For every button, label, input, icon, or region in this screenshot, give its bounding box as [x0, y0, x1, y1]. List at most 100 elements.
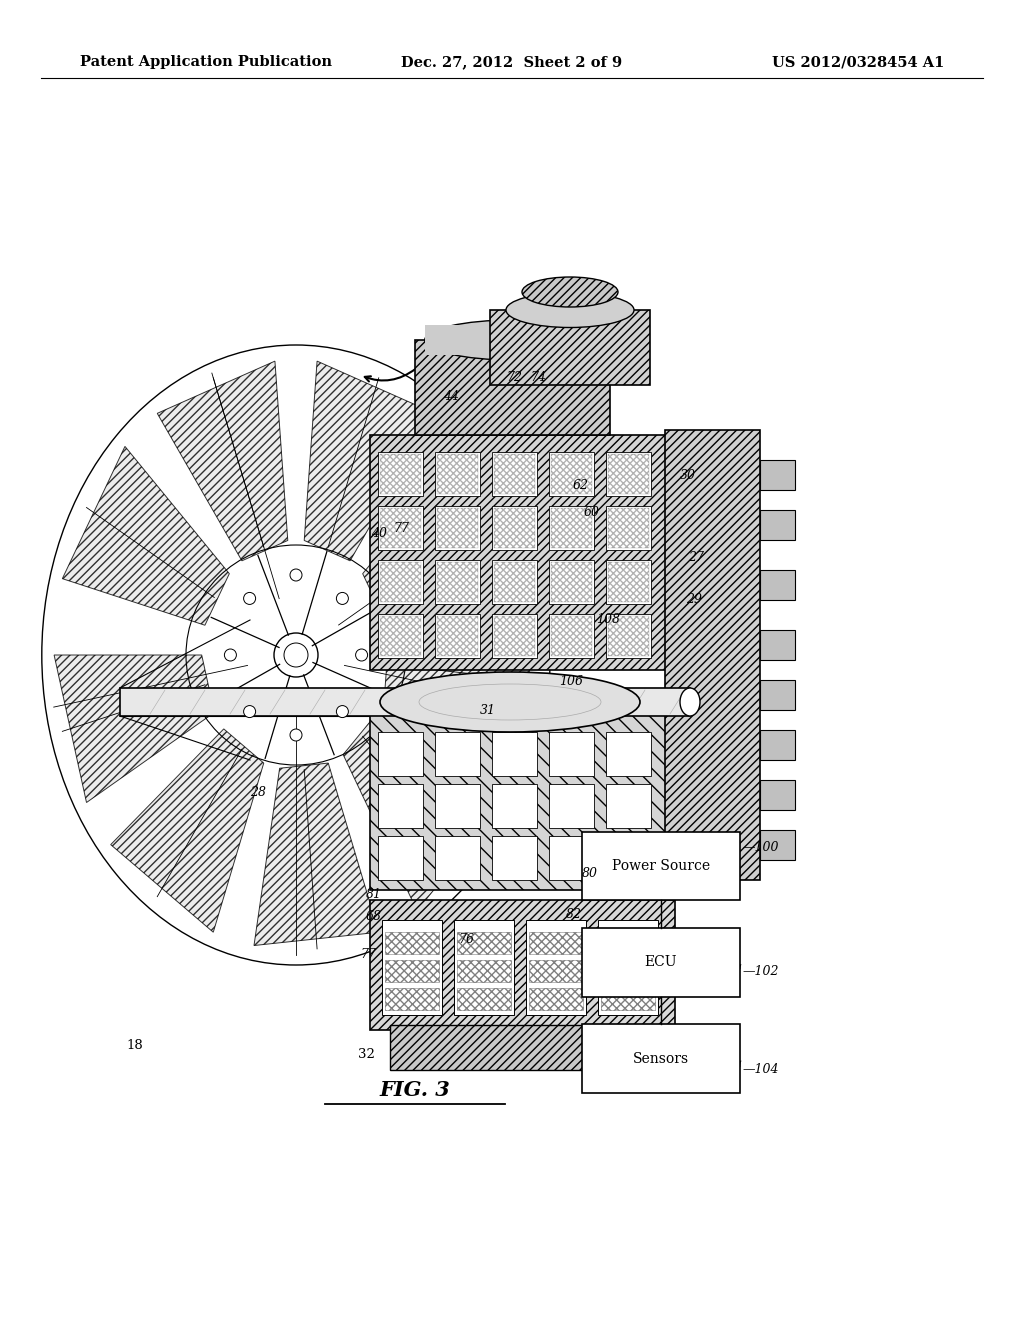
Bar — [457, 987, 511, 1010]
Text: —104: —104 — [742, 1063, 779, 1076]
Bar — [415, 341, 610, 436]
Bar — [760, 630, 795, 660]
Ellipse shape — [522, 277, 618, 308]
Bar — [457, 932, 511, 954]
Bar — [492, 506, 537, 550]
Text: 68: 68 — [366, 909, 382, 923]
Ellipse shape — [380, 672, 640, 733]
Bar — [582, 832, 740, 900]
Bar — [435, 560, 480, 605]
Text: 27: 27 — [688, 550, 705, 564]
Bar — [435, 836, 480, 880]
Bar — [385, 960, 439, 982]
Bar — [760, 830, 795, 861]
Bar — [760, 459, 795, 490]
Ellipse shape — [506, 293, 634, 327]
Text: 30: 30 — [680, 469, 696, 482]
Bar — [606, 560, 651, 605]
Circle shape — [224, 649, 237, 661]
Ellipse shape — [425, 319, 600, 360]
Text: 44: 44 — [442, 389, 459, 403]
Bar — [378, 733, 423, 776]
Bar — [549, 614, 594, 657]
Bar — [437, 616, 478, 656]
Circle shape — [244, 706, 256, 718]
Bar — [606, 614, 651, 657]
Bar — [378, 784, 423, 828]
Bar — [606, 451, 651, 496]
Bar — [454, 920, 514, 1015]
Bar — [549, 733, 594, 776]
Polygon shape — [304, 362, 435, 561]
Bar — [370, 715, 675, 890]
Bar — [425, 325, 600, 355]
Polygon shape — [111, 729, 264, 932]
Text: 32: 32 — [358, 1048, 375, 1061]
Bar — [435, 506, 480, 550]
Bar — [760, 730, 795, 760]
Bar — [551, 616, 592, 656]
Text: ECU: ECU — [645, 956, 677, 969]
Bar — [601, 960, 655, 982]
Bar — [601, 987, 655, 1010]
Text: 62: 62 — [572, 479, 589, 492]
Bar — [378, 560, 423, 605]
Bar — [549, 451, 594, 496]
Bar — [760, 510, 795, 540]
Bar — [549, 784, 594, 828]
Text: 82: 82 — [565, 908, 582, 921]
Bar — [529, 987, 583, 1010]
Circle shape — [337, 593, 348, 605]
Polygon shape — [343, 713, 506, 911]
Text: 28: 28 — [250, 785, 266, 799]
Text: 31: 31 — [479, 704, 496, 717]
Bar — [435, 451, 480, 496]
Bar — [494, 508, 535, 548]
Bar — [492, 560, 537, 605]
Bar — [378, 614, 423, 657]
Bar — [378, 836, 423, 880]
Text: FIG. 3: FIG. 3 — [380, 1080, 451, 1100]
Text: 81: 81 — [366, 888, 382, 902]
Bar — [582, 1024, 740, 1093]
Text: Power Source: Power Source — [612, 859, 710, 873]
Circle shape — [337, 706, 348, 718]
Bar — [608, 616, 649, 656]
Bar — [529, 960, 583, 982]
Text: —102: —102 — [742, 965, 779, 978]
Bar — [380, 508, 421, 548]
Text: Patent Application Publication: Patent Application Publication — [80, 55, 332, 69]
Bar — [760, 680, 795, 710]
Bar — [582, 928, 740, 997]
Bar — [608, 508, 649, 548]
Text: 74: 74 — [530, 371, 547, 384]
Ellipse shape — [680, 688, 700, 715]
Bar — [380, 616, 421, 656]
Bar — [370, 436, 675, 671]
Bar — [606, 784, 651, 828]
Bar — [494, 616, 535, 656]
Polygon shape — [62, 446, 229, 626]
Bar — [760, 780, 795, 810]
Bar — [494, 562, 535, 602]
Bar — [390, 1026, 655, 1071]
Bar — [606, 506, 651, 550]
Polygon shape — [385, 603, 535, 756]
Bar — [382, 920, 442, 1015]
Bar — [492, 733, 537, 776]
Bar — [551, 454, 592, 494]
Bar — [549, 560, 594, 605]
Bar — [606, 733, 651, 776]
Text: Dec. 27, 2012  Sheet 2 of 9: Dec. 27, 2012 Sheet 2 of 9 — [401, 55, 623, 69]
Text: US 2012/0328454 A1: US 2012/0328454 A1 — [772, 55, 944, 69]
Bar — [551, 562, 592, 602]
Polygon shape — [254, 763, 379, 945]
Bar — [526, 920, 586, 1015]
Bar — [492, 451, 537, 496]
Bar — [492, 614, 537, 657]
Text: 106: 106 — [559, 675, 584, 688]
Bar — [760, 570, 795, 601]
Bar — [551, 508, 592, 548]
Text: 76: 76 — [459, 933, 475, 946]
Text: 18: 18 — [127, 1039, 143, 1052]
